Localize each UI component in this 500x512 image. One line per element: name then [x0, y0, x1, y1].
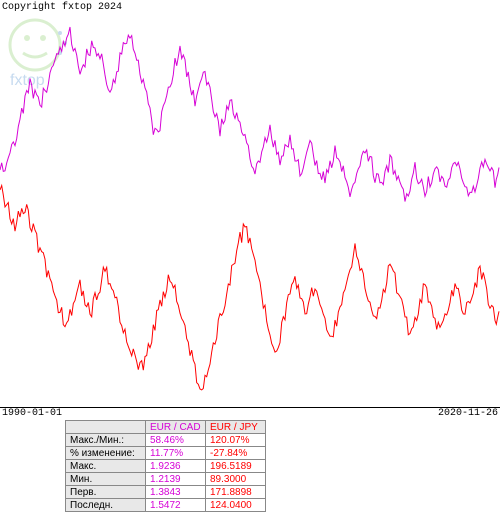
- chart-line: [0, 186, 499, 390]
- table-header-row: EUR / CAD EUR / JPY: [66, 421, 266, 434]
- stats-table: EUR / CAD EUR / JPY Макс./Мин.:58.46%120…: [65, 420, 266, 512]
- table-row: Мин.1.213989.3000: [66, 473, 266, 486]
- stat-cell: 196.5189: [206, 460, 266, 473]
- table-row: Макс./Мин.:58.46%120.07%: [66, 434, 266, 447]
- row-label: Перв.: [66, 486, 146, 499]
- header-series-0: EUR / CAD: [146, 421, 206, 434]
- row-label: Мин.: [66, 473, 146, 486]
- stat-cell: 1.2139: [146, 473, 206, 486]
- header-empty: [66, 421, 146, 434]
- date-start: 1990-01-01: [2, 408, 62, 419]
- table-row: Макс.1.9236196.5189: [66, 460, 266, 473]
- table-row: % изменение:11.77%-27.84%: [66, 447, 266, 460]
- stat-cell: 124.0400: [206, 499, 266, 512]
- chart-area: [0, 0, 500, 408]
- row-label: Макс./Мин.:: [66, 434, 146, 447]
- stat-cell: 11.77%: [146, 447, 206, 460]
- row-label: Макс.: [66, 460, 146, 473]
- stat-cell: 120.07%: [206, 434, 266, 447]
- date-end: 2020-11-26: [438, 408, 498, 419]
- stat-cell: -27.84%: [206, 447, 266, 460]
- stat-cell: 1.5472: [146, 499, 206, 512]
- stat-cell: 171.8898: [206, 486, 266, 499]
- row-label: Последн.: [66, 499, 146, 512]
- chart-line: [0, 27, 499, 202]
- table-row: Последн.1.5472124.0400: [66, 499, 266, 512]
- stat-cell: 1.9236: [146, 460, 206, 473]
- header-series-1: EUR / JPY: [206, 421, 266, 434]
- row-label: % изменение:: [66, 447, 146, 460]
- stat-cell: 89.3000: [206, 473, 266, 486]
- table-row: Перв.1.3843171.8898: [66, 486, 266, 499]
- stat-cell: 1.3843: [146, 486, 206, 499]
- stat-cell: 58.46%: [146, 434, 206, 447]
